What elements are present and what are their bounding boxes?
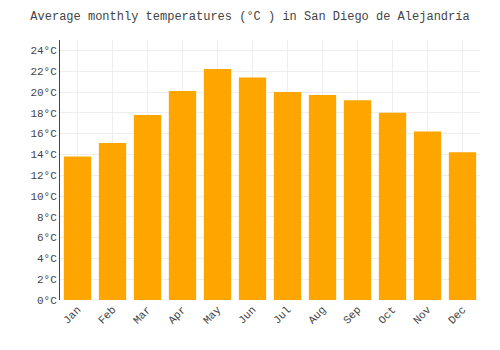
svg-text:10°C: 10°C	[30, 191, 57, 203]
svg-text:Nov: Nov	[411, 304, 434, 327]
svg-text:24°C: 24°C	[30, 45, 57, 57]
svg-text:20°C: 20°C	[30, 87, 57, 99]
svg-text:Average monthly temperatures (: Average monthly temperatures (°C ) in Sa…	[30, 10, 469, 24]
svg-text:18°C: 18°C	[30, 108, 57, 120]
svg-text:Sep: Sep	[341, 304, 363, 326]
svg-text:Apr: Apr	[166, 304, 188, 326]
svg-text:Mar: Mar	[131, 304, 153, 326]
svg-text:May: May	[201, 304, 224, 327]
svg-text:14°C: 14°C	[30, 149, 57, 161]
svg-text:Jun: Jun	[236, 304, 258, 326]
svg-text:Dec: Dec	[446, 304, 468, 326]
svg-text:Jan: Jan	[61, 304, 83, 326]
svg-text:0°C: 0°C	[37, 295, 57, 307]
svg-text:2°C: 2°C	[37, 274, 57, 286]
svg-text:16°C: 16°C	[30, 128, 57, 140]
svg-text:8°C: 8°C	[37, 212, 57, 224]
svg-text:12°C: 12°C	[30, 170, 57, 182]
svg-text:6°C: 6°C	[37, 232, 57, 244]
svg-text:Oct: Oct	[376, 304, 398, 326]
svg-text:22°C: 22°C	[30, 66, 57, 78]
svg-text:Jul: Jul	[271, 304, 293, 326]
svg-text:4°C: 4°C	[37, 253, 57, 265]
svg-text:Feb: Feb	[96, 304, 118, 326]
svg-text:Aug: Aug	[306, 304, 328, 326]
